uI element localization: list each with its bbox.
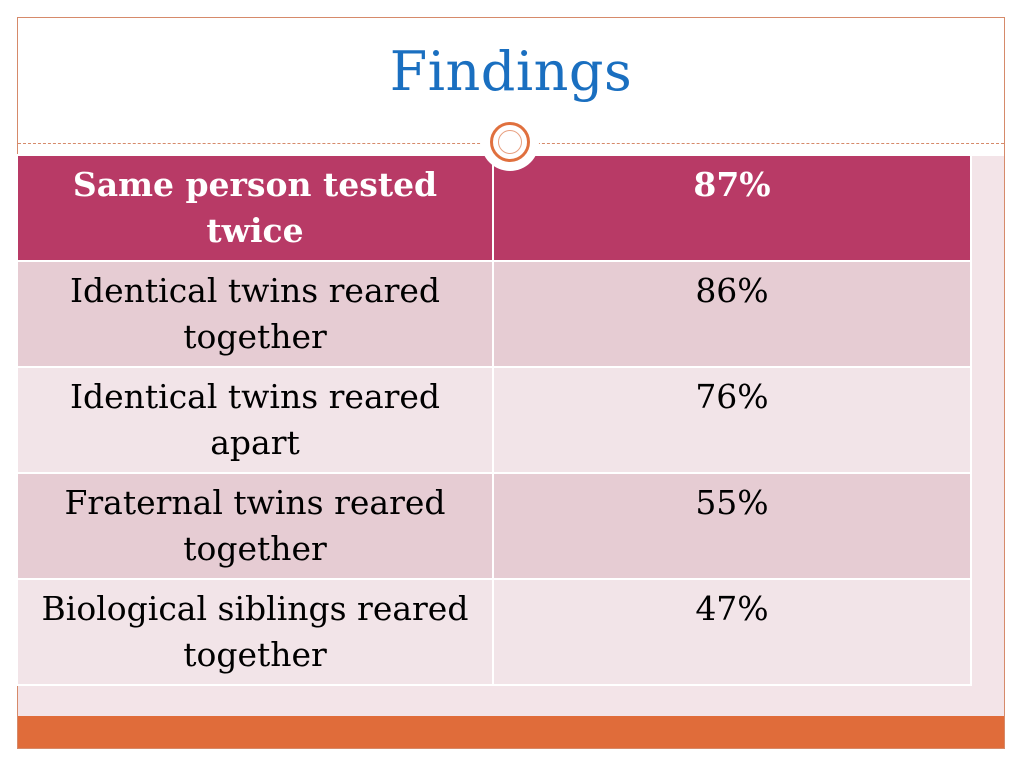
- row-value-cell: 86%: [492, 260, 972, 368]
- row-label-cell: Biological siblings reared together: [16, 578, 494, 686]
- row-value-cell: 76%: [492, 366, 972, 474]
- table-row: Fraternal twins reared together 55%: [16, 472, 972, 580]
- header-label-cell: Same person tested twice: [16, 154, 494, 262]
- footer-accent-bar: [18, 716, 1004, 748]
- row-label-cell: Identical twins reared apart: [16, 366, 494, 474]
- circle-ornament-icon: [481, 113, 539, 171]
- row-label-cell: Fraternal twins reared together: [16, 472, 494, 580]
- header-value-cell: 87%: [492, 154, 972, 262]
- ornament-inner-ring: [498, 130, 522, 154]
- row-label-cell: Identical twins reared together: [16, 260, 494, 368]
- table-row: Identical twins reared together 86%: [16, 260, 972, 368]
- table-row: Biological siblings reared together 47%: [16, 578, 972, 686]
- ornament-ring: [490, 122, 530, 162]
- slide-title: Findings: [389, 40, 633, 103]
- row-value-cell: 47%: [492, 578, 972, 686]
- table-header-row: Same person tested twice 87%: [16, 154, 972, 262]
- row-value-cell: 55%: [492, 472, 972, 580]
- findings-table: Same person tested twice 87% Identical t…: [16, 154, 972, 686]
- table-row: Identical twins reared apart 76%: [16, 366, 972, 474]
